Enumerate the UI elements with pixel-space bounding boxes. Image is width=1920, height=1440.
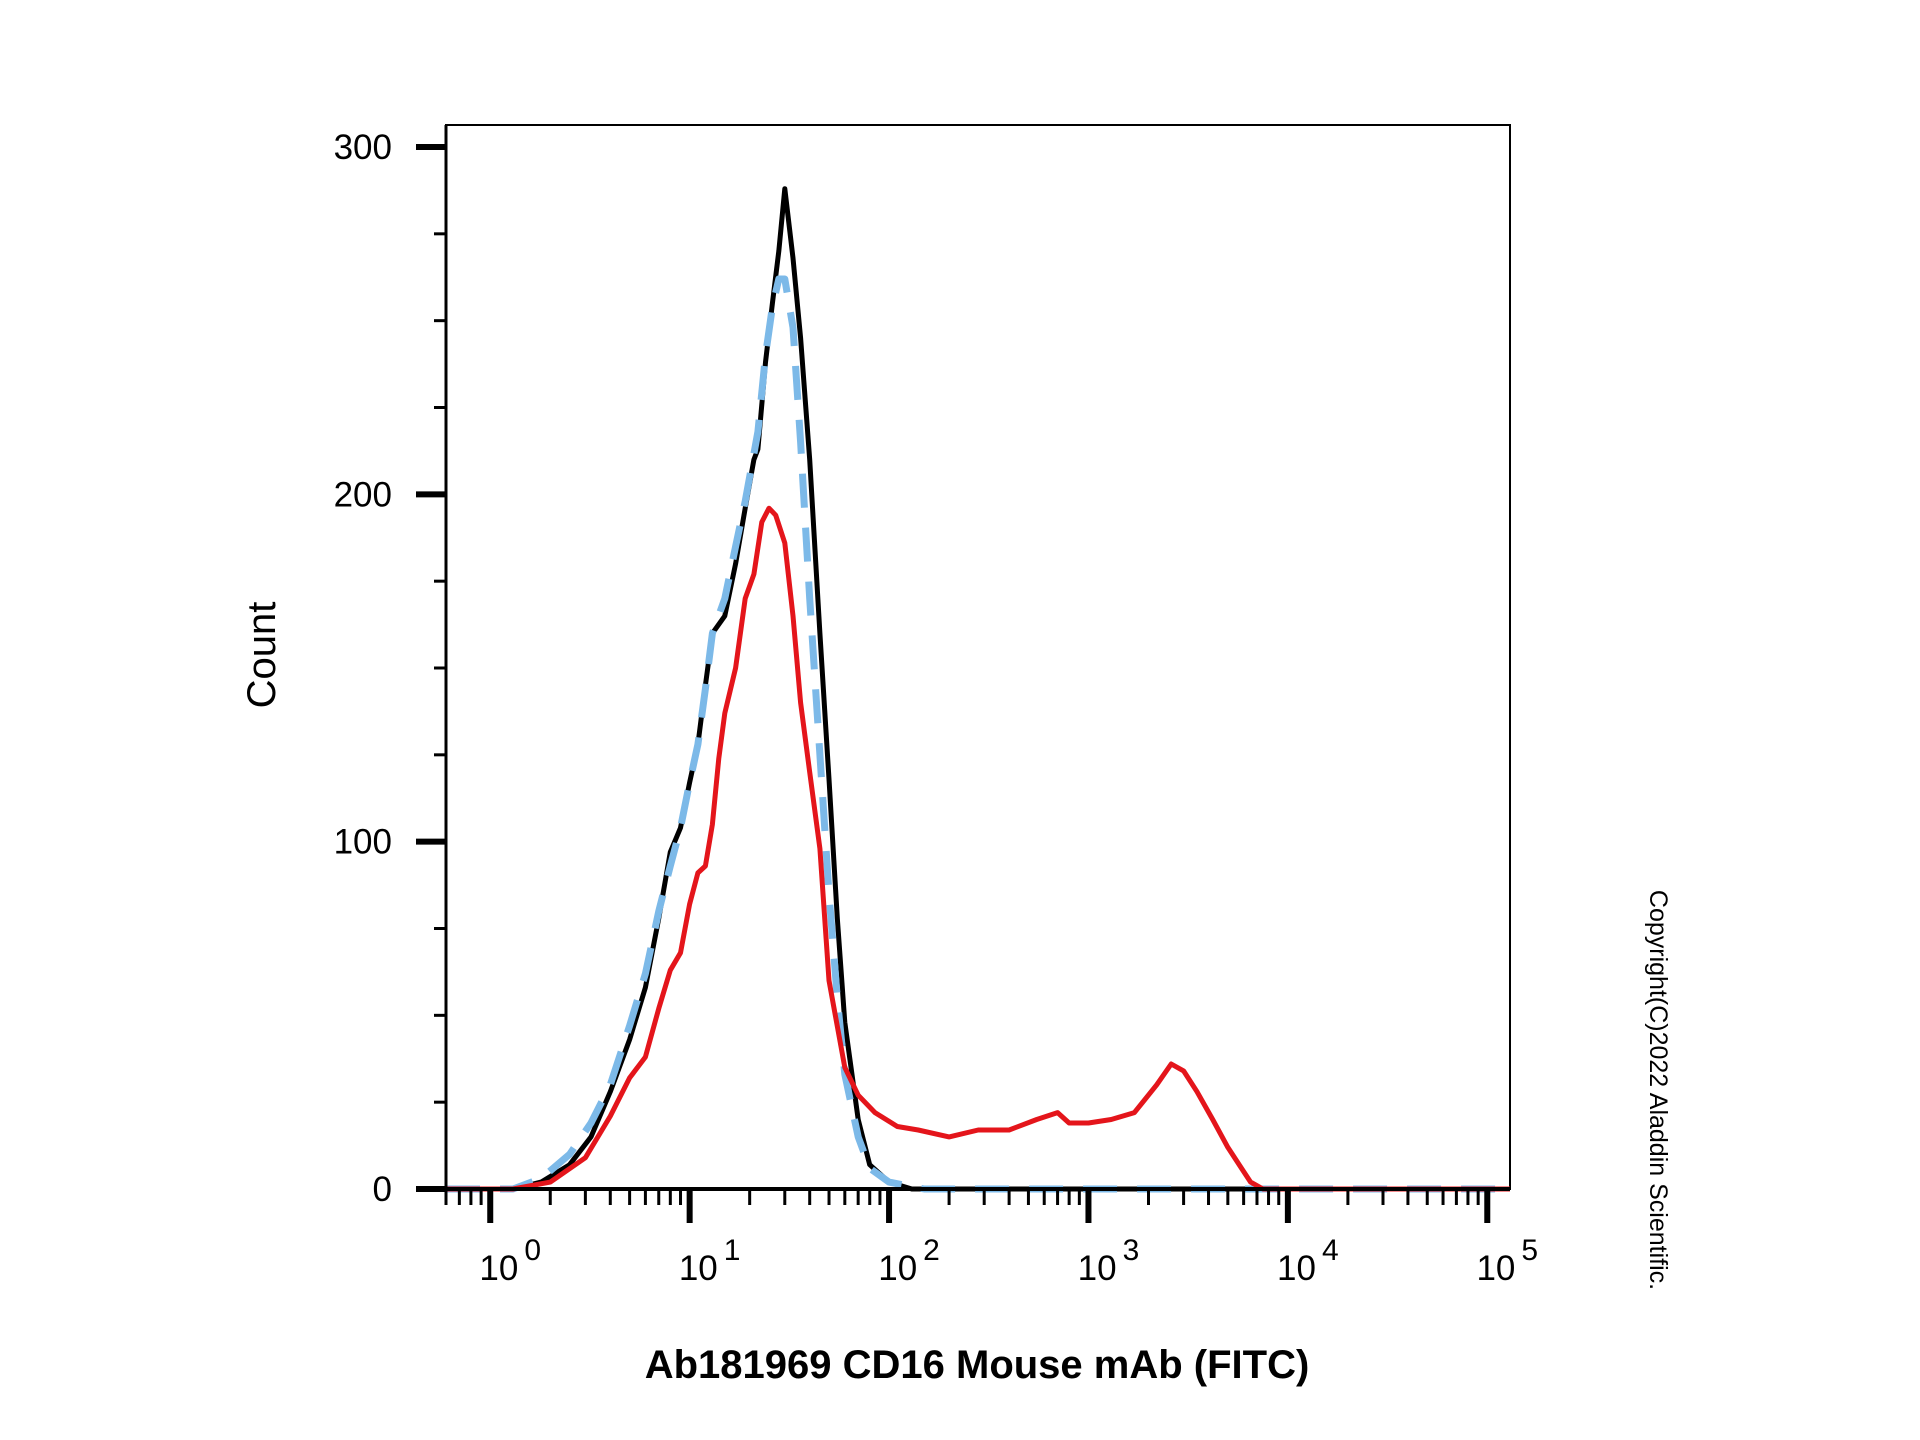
x-tick-label: 10 2: [878, 1234, 940, 1288]
sample-curve: [446, 505, 1510, 1192]
x-axis: 10 0 10 1 10 2 10 3 10 4 10 5: [444, 1187, 1538, 1288]
x-tick-label: 10 3: [1078, 1234, 1140, 1288]
y-tick-label: 200: [334, 475, 392, 514]
x-axis-title: Ab181969 CD16 Mouse mAb (FITC): [645, 1343, 1310, 1387]
x-tick-label: 10 5: [1476, 1234, 1538, 1288]
copyright-notice: Copyright(C)2022 Aladdin Scientific.: [1644, 890, 1672, 1290]
curves-layer: [446, 186, 1510, 1193]
y-axis: 0 100 200 300: [334, 125, 448, 1209]
y-tick-label: 300: [334, 128, 392, 167]
y-tick-label: 0: [373, 1170, 392, 1209]
unstained-control-curve: [446, 275, 1510, 1193]
isotype-control-curve: [446, 186, 1510, 1192]
x-tick-label: 10 4: [1277, 1234, 1339, 1288]
x-tick-label: 10 1: [679, 1234, 741, 1288]
y-axis-title: Count: [240, 602, 284, 709]
y-tick-label: 100: [334, 823, 392, 862]
plot-frame: [445, 124, 1511, 1190]
x-tick-label: 10 0: [479, 1234, 541, 1288]
